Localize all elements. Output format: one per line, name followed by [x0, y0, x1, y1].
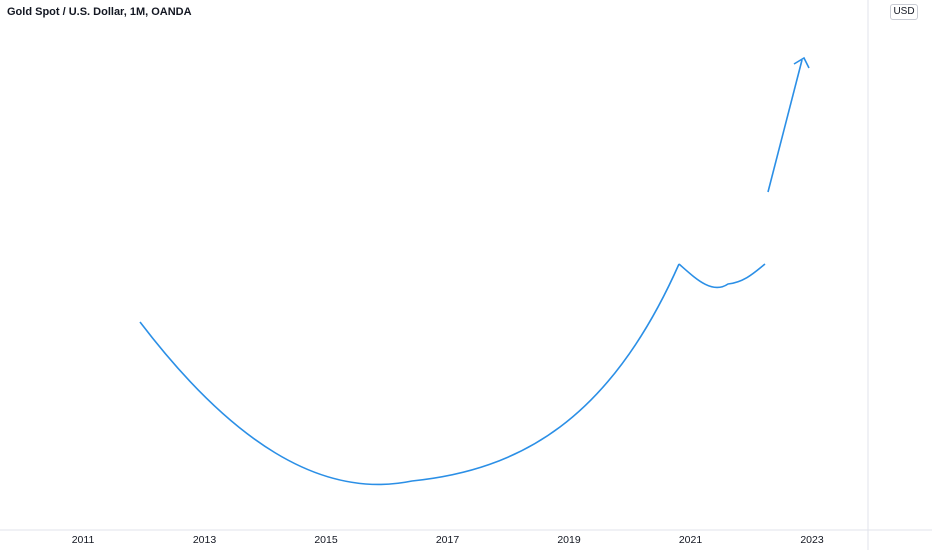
x-tick-label: 2015 [314, 534, 338, 546]
cup-curve [139, 263, 680, 486]
x-axis-ticks: 2011 2013 2015 2017 2019 2021 2023 [72, 534, 824, 546]
x-tick-label: 2021 [679, 534, 703, 546]
currency-button[interactable]: USD [890, 4, 918, 20]
handle-curve [678, 263, 766, 289]
x-tick-label: 2017 [436, 534, 460, 546]
x-tick-label: 2023 [800, 534, 824, 546]
projection-arrow-line [767, 59, 803, 193]
x-tick-label: 2011 [72, 534, 95, 546]
x-tick-label: 2013 [193, 534, 217, 546]
projection-arrowhead [793, 56, 810, 69]
x-tick-label: 2019 [557, 534, 581, 546]
annotations [139, 56, 810, 486]
chart-title: Gold Spot / U.S. Dollar, 1M, OANDA [7, 6, 192, 18]
